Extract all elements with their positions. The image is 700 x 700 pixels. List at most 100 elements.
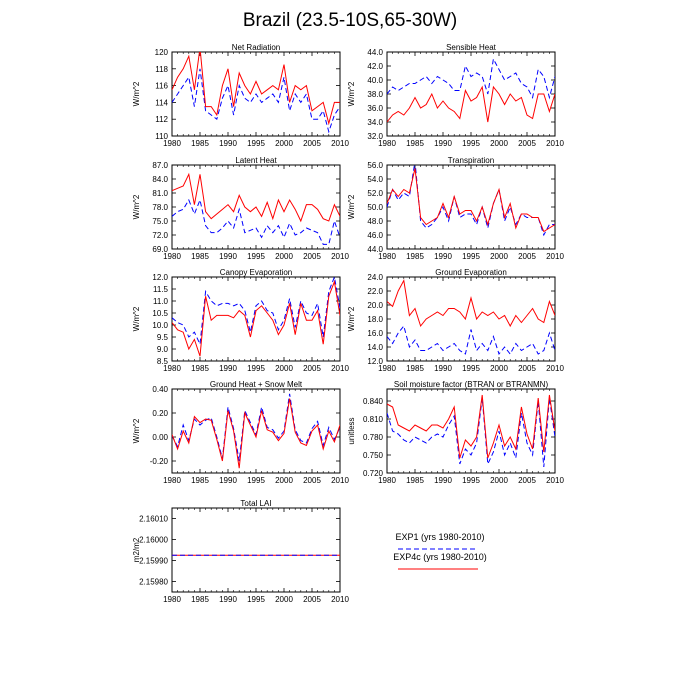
panel-frame: [171, 507, 341, 593]
y-axis-label: W/m^2: [347, 306, 356, 331]
x-tick-label: 1990: [434, 476, 452, 485]
panel-title: Transpiration: [448, 156, 494, 165]
y-axis-label: W/m^2: [132, 194, 141, 219]
y-tick-label: 9.0: [157, 345, 169, 354]
panel-title: Total LAI: [240, 499, 271, 508]
x-tick-label: 2010: [331, 364, 349, 373]
x-tick-label: 2005: [518, 476, 536, 485]
panel-total-lai: Total LAI m2/m2 1980 1985 1990 1995 2000 2005 20…: [132, 499, 349, 604]
y-tick-label: 56.0: [367, 161, 383, 170]
panel-frame: [386, 51, 556, 137]
x-tick-label: 1990: [219, 252, 237, 261]
panel-net-radiation: Net Radiation W/m^2 1980 1985 1990 1995 2000 20…: [132, 43, 349, 148]
y-tick-label: 2.16010: [139, 515, 168, 524]
y-tick-label: 48.0: [367, 217, 383, 226]
y-tick-label: 12.0: [367, 357, 383, 366]
y-tick-label: 0.20: [152, 409, 168, 418]
y-tick-label: 12.0: [152, 273, 168, 282]
series-line-exp1: [387, 397, 555, 468]
x-tick-label: 1985: [406, 139, 424, 148]
x-tick-label: 2010: [331, 252, 349, 261]
y-tick-label: 0.810: [363, 415, 384, 424]
y-axis-label: m2/m2: [132, 537, 141, 562]
series-line-exp1: [387, 57, 555, 100]
x-tick-label: 2010: [546, 476, 564, 485]
y-tick-label: 114: [155, 98, 168, 107]
x-tick-label: 1980: [163, 595, 181, 604]
x-tick-label: 1995: [462, 252, 480, 261]
x-tick-label: 2010: [331, 476, 349, 485]
x-tick-label: 1980: [378, 252, 396, 261]
x-tick-label: 2005: [303, 364, 321, 373]
series-line-exp4c: [387, 168, 555, 233]
series-line-exp4c: [172, 279, 340, 357]
x-tick-label: 1995: [247, 252, 265, 261]
x-tick-label: 1995: [247, 364, 265, 373]
y-axis-label: W/m^2: [132, 418, 141, 443]
x-tick-label: 1990: [434, 139, 452, 148]
x-tick-label: 2005: [303, 139, 321, 148]
y-axis-label: W/m^2: [347, 81, 356, 106]
x-tick-label: 2000: [490, 139, 508, 148]
y-tick-label: 52.0: [367, 189, 383, 198]
y-tick-label: 11.0: [153, 297, 169, 306]
y-tick-label: 69.0: [152, 245, 168, 254]
y-tick-label: 120: [155, 48, 169, 57]
series-line-exp1: [387, 324, 555, 356]
panel-canopy-evaporation: Canopy Evaporation W/m^2 1980 1985 1990 1995 2…: [132, 268, 349, 373]
x-tick-label: 1995: [247, 595, 265, 604]
y-tick-label: 22.0: [367, 287, 383, 296]
y-tick-label: 44.0: [367, 48, 383, 57]
x-tick-label: 2005: [303, 476, 321, 485]
y-tick-label: 9.5: [157, 333, 169, 342]
x-tick-label: 1995: [247, 139, 265, 148]
panel-frame: [386, 388, 556, 474]
x-tick-label: 2000: [490, 476, 508, 485]
y-tick-label: 78.0: [152, 203, 168, 212]
x-tick-label: 1990: [434, 364, 452, 373]
y-tick-label: 34.0: [367, 118, 383, 127]
x-tick-label: 2000: [275, 139, 293, 148]
panel-latent-heat: Latent Heat W/m^2 1980 1985 1990 1995 2000 2005…: [132, 156, 349, 261]
x-tick-label: 2000: [275, 252, 293, 261]
legend-label-exp4c: EXP4c (yrs 1980-2010): [393, 552, 487, 562]
legend-label-exp1: EXP1 (yrs 1980-2010): [395, 532, 484, 542]
y-tick-label: 42.0: [367, 62, 383, 71]
x-tick-label: 1985: [191, 595, 209, 604]
x-tick-label: 2000: [275, 476, 293, 485]
y-tick-label: 8.5: [157, 357, 169, 366]
x-tick-label: 2000: [490, 364, 508, 373]
panel-title: Ground Heat + Snow Melt: [210, 380, 303, 389]
y-tick-label: 16.0: [367, 329, 383, 338]
x-tick-label: 2005: [303, 252, 321, 261]
y-tick-label: 75.0: [152, 217, 168, 226]
x-tick-label: 2010: [331, 595, 349, 604]
x-tick-label: 1990: [434, 252, 452, 261]
x-tick-label: 1995: [247, 476, 265, 485]
x-tick-label: 1980: [378, 139, 396, 148]
x-tick-label: 1980: [163, 364, 181, 373]
y-axis-label: unitless: [347, 417, 356, 444]
y-tick-label: 0.40: [152, 385, 168, 394]
x-tick-label: 1980: [378, 476, 396, 485]
y-axis-label: W/m^2: [132, 306, 141, 331]
y-tick-label: 0.00: [152, 433, 168, 442]
y-tick-label: 11.5: [153, 285, 169, 294]
x-tick-label: 1980: [378, 364, 396, 373]
y-tick-label: 72.0: [152, 231, 168, 240]
x-tick-label: 1985: [406, 476, 424, 485]
y-tick-label: 24.0: [367, 273, 383, 282]
panel-sensible-heat: Sensible Heat W/m^2 1980 1985 1990 1995 2000 20…: [347, 43, 564, 148]
y-tick-label: 0.720: [363, 469, 384, 478]
panel-frame: [386, 276, 556, 362]
x-tick-label: 1990: [219, 139, 237, 148]
series-line-exp1: [172, 277, 340, 347]
y-tick-label: 40.0: [367, 76, 383, 85]
y-tick-label: 112: [155, 115, 168, 124]
x-tick-label: 1985: [406, 364, 424, 373]
panel-soil-moisture-factor-btran-or-btranmn: Soil moisture factor (BTRAN or BTRANMN) u…: [347, 380, 564, 485]
panel-transpiration: Transpiration W/m^2 1980 1985 1990 1995 2000 20…: [347, 156, 564, 261]
x-tick-label: 1985: [191, 252, 209, 261]
y-tick-label: 38.0: [367, 90, 383, 99]
